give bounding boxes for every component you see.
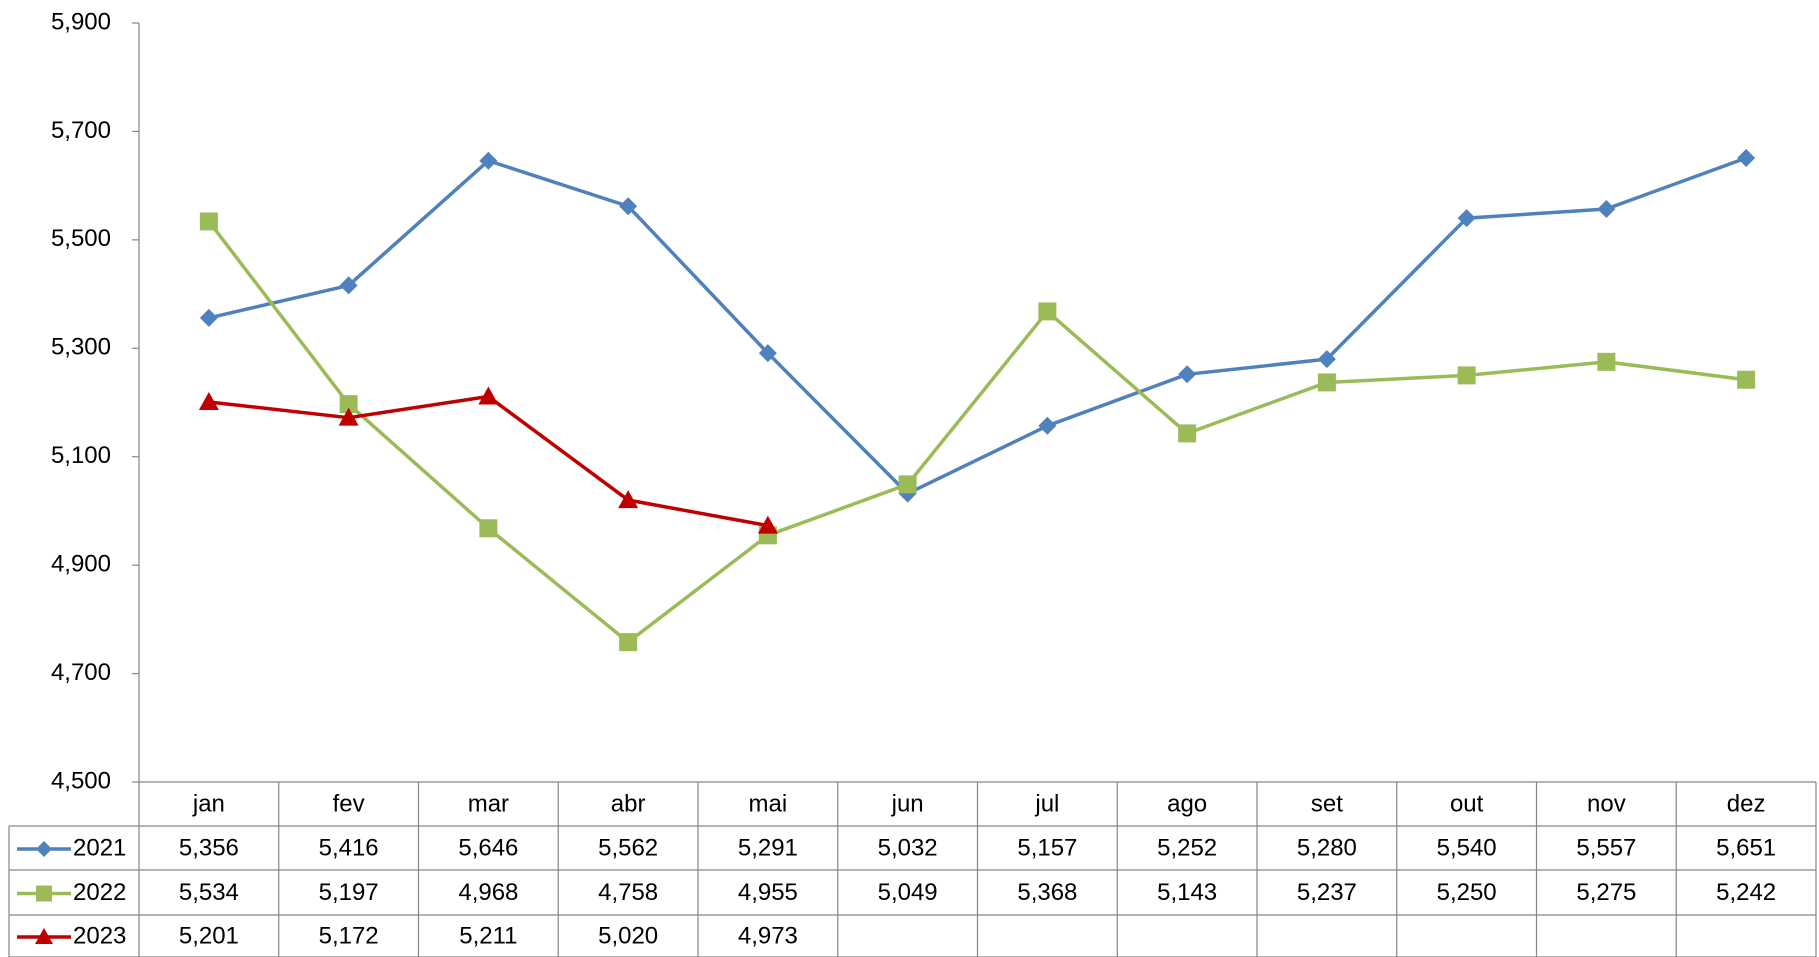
data-point	[479, 151, 498, 170]
y-tick-label: 5,500	[51, 225, 111, 252]
x-tick-label: ago	[1167, 790, 1207, 817]
table-value: 5,211	[459, 922, 517, 949]
table-value: 5,049	[878, 879, 938, 906]
table-value: 5,250	[1437, 879, 1497, 906]
data-point	[1178, 365, 1197, 384]
table-value: 5,201	[179, 922, 239, 949]
legend-label: 2023	[73, 922, 126, 949]
table-value: 5,172	[319, 922, 379, 949]
table-value: 4,955	[738, 879, 798, 906]
table-value: 5,020	[598, 922, 658, 949]
table-value: 5,237	[1297, 879, 1357, 906]
table-value: 5,534	[179, 879, 239, 906]
series-line	[208, 156, 1747, 496]
data-point	[618, 490, 639, 509]
data-point	[478, 386, 499, 405]
y-tick-label: 5,900	[51, 8, 111, 35]
table-value: 5,280	[1297, 834, 1357, 861]
data-point	[198, 391, 219, 410]
data-point	[1457, 366, 1476, 385]
x-tick-label: abr	[611, 790, 646, 817]
table-value: 4,758	[598, 879, 658, 906]
data-point	[199, 308, 218, 327]
data-point	[1317, 373, 1336, 392]
y-tick-label: 4,900	[51, 550, 111, 577]
x-tick-label: jun	[891, 790, 924, 817]
data-point	[1737, 148, 1756, 167]
table-value: 5,557	[1576, 834, 1636, 861]
y-tick-label: 5,300	[51, 334, 111, 361]
x-tick-label: mai	[749, 790, 788, 817]
y-tick-label: 5,700	[51, 117, 111, 144]
data-point	[1038, 416, 1057, 435]
legend-marker	[36, 841, 52, 857]
table-value: 4,973	[738, 922, 798, 949]
y-tick-label: 5,100	[51, 442, 111, 469]
data-point	[1178, 424, 1197, 443]
x-tick-label: fev	[333, 790, 365, 817]
table-value: 5,252	[1157, 834, 1217, 861]
data-point	[1457, 209, 1476, 228]
data-point	[898, 475, 917, 494]
y-tick-label: 4,700	[51, 659, 111, 686]
table-value: 5,032	[878, 834, 938, 861]
data-point	[1737, 370, 1756, 389]
x-tick-label: set	[1311, 790, 1343, 817]
table-value: 5,143	[1157, 879, 1217, 906]
legend-label: 2022	[73, 879, 126, 906]
data-point	[199, 212, 218, 231]
table-value: 5,651	[1716, 834, 1776, 861]
table-value: 5,646	[458, 834, 518, 861]
data-point	[1597, 199, 1616, 218]
x-tick-label: out	[1450, 790, 1484, 817]
table-value: 5,416	[319, 834, 379, 861]
table-value: 5,242	[1716, 879, 1776, 906]
x-tick-label: jul	[1034, 790, 1059, 817]
data-point	[1317, 350, 1336, 369]
table-value: 5,291	[738, 834, 798, 861]
x-tick-label: dez	[1727, 790, 1766, 817]
data-point	[338, 407, 359, 426]
series-line	[207, 220, 1747, 644]
data-point	[339, 395, 358, 414]
table-value: 5,562	[598, 834, 658, 861]
legend-marker	[36, 885, 52, 902]
y-tick-label: 4,500	[51, 767, 111, 794]
x-tick-label: nov	[1587, 790, 1626, 817]
table-value: 5,275	[1576, 879, 1636, 906]
legend-label: 2021	[73, 834, 126, 861]
table-value: 5,540	[1437, 834, 1497, 861]
data-point	[1038, 302, 1057, 321]
data-point	[757, 515, 778, 534]
legend-marker	[35, 928, 53, 944]
data-point	[619, 633, 638, 652]
data-point	[1597, 352, 1616, 371]
x-tick-label: mar	[468, 790, 509, 817]
data-point	[758, 344, 777, 363]
table-value: 5,197	[319, 879, 379, 906]
table-value: 5,368	[1017, 879, 1077, 906]
data-point	[619, 197, 638, 216]
table-value: 5,356	[179, 834, 239, 861]
data-point	[339, 276, 358, 295]
x-tick-label: jan	[192, 790, 225, 817]
table-value: 4,968	[458, 879, 518, 906]
series-line	[208, 394, 769, 528]
data-point	[479, 519, 498, 538]
table-value: 5,157	[1017, 834, 1077, 861]
